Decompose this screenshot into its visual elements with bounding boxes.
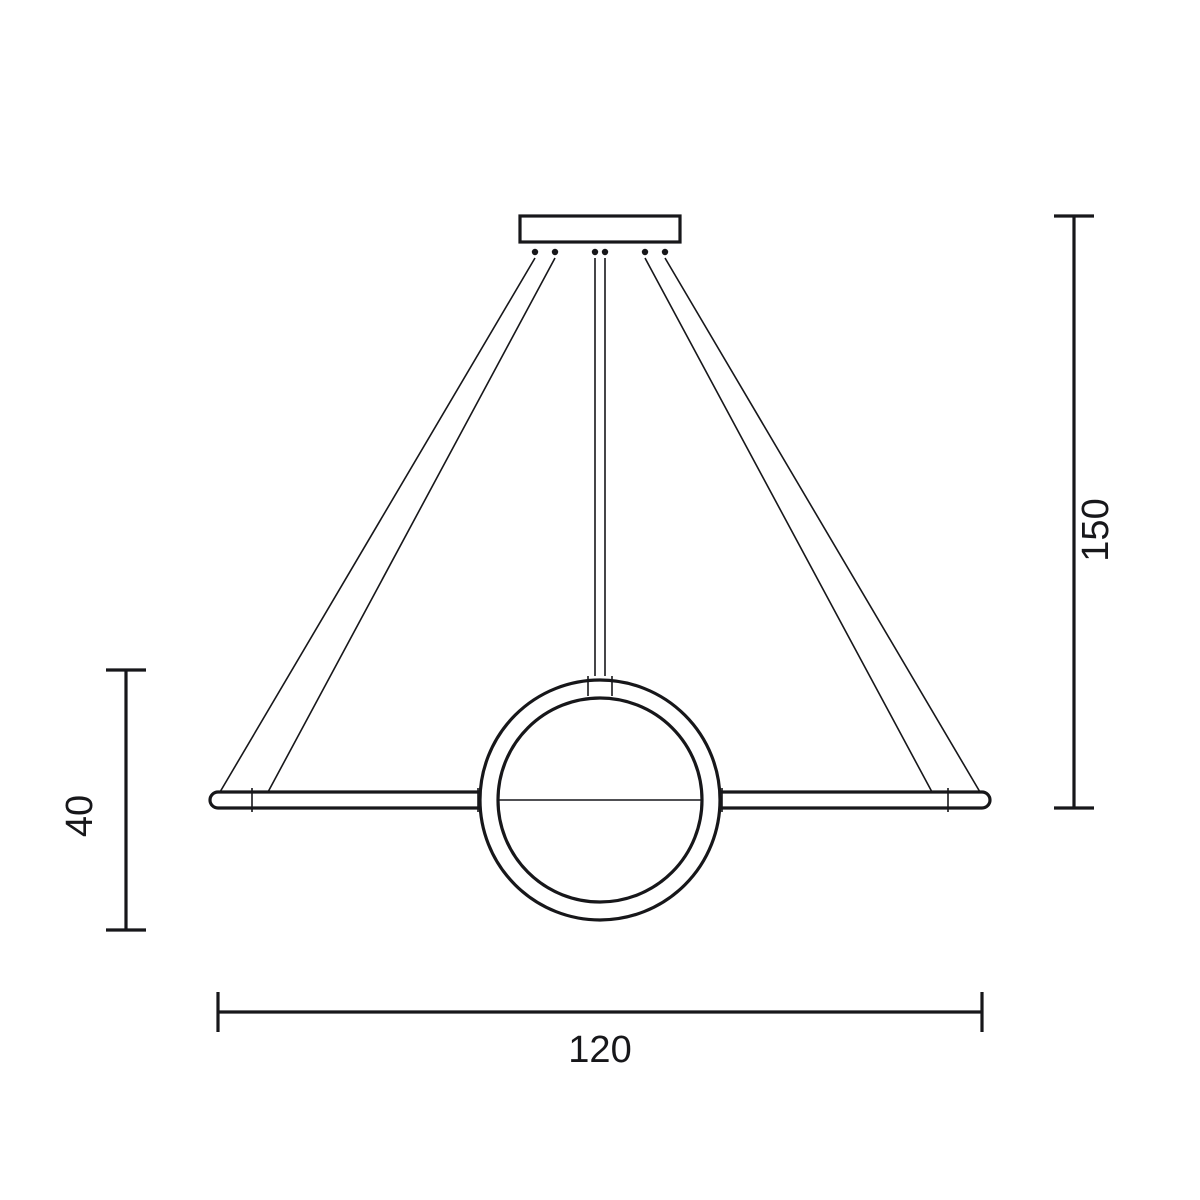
technical-drawing: 150 40 120 <box>0 0 1200 1200</box>
dim-label-150: 150 <box>1075 498 1117 561</box>
suspension-wire <box>220 258 535 792</box>
canopy-anchor-dot <box>532 249 538 255</box>
canopy-anchor-dot <box>662 249 668 255</box>
dim-label-40: 40 <box>59 795 101 837</box>
canopy-anchor-dot <box>602 249 608 255</box>
canopy-anchor-dot <box>552 249 558 255</box>
suspension-wire <box>665 258 980 792</box>
canopy-anchor-dot <box>592 249 598 255</box>
ceiling-canopy <box>520 216 680 242</box>
suspension-wire <box>268 258 555 792</box>
canopy-anchor-dot <box>642 249 648 255</box>
dim-label-120: 120 <box>568 1029 631 1071</box>
suspension-wire <box>645 258 932 792</box>
